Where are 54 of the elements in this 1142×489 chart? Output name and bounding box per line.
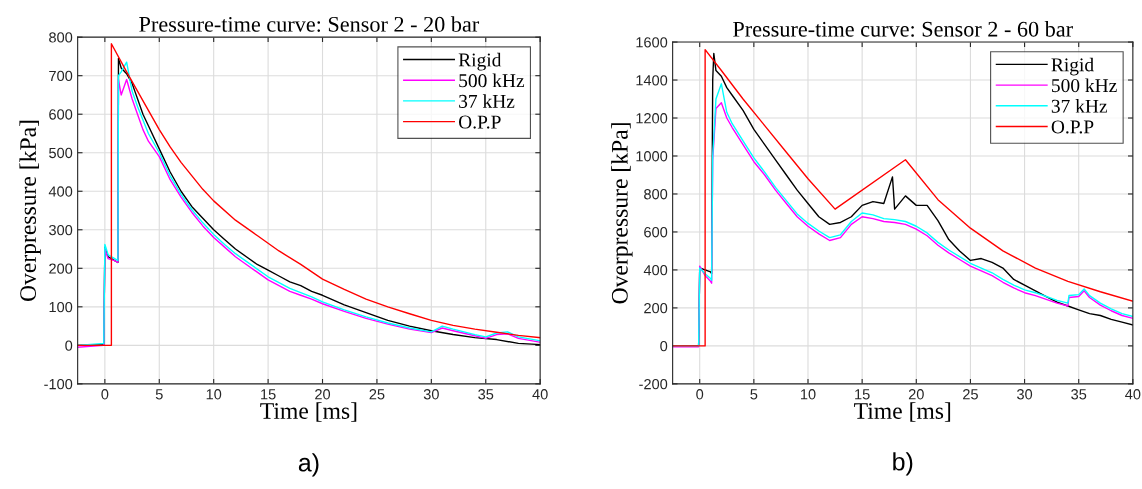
- y-tick-label: 600: [644, 227, 668, 238]
- legend-label: O.P.P: [1051, 120, 1094, 134]
- legend-label: 500 kHz: [459, 73, 525, 88]
- y-tick-label: 800: [644, 189, 668, 200]
- x-tick-label: 20: [315, 389, 331, 400]
- y-tick-label: 0: [65, 340, 73, 351]
- y-tick-label: 300: [49, 224, 73, 236]
- chart-title: Pressure-time curve: Sensor 2 - 60 bar: [733, 21, 1073, 37]
- text: b): [893, 452, 913, 476]
- y-tick-label: 1000: [636, 151, 668, 162]
- x-tick-label: 15: [261, 389, 276, 400]
- y-tick-label: 0: [660, 340, 668, 352]
- x-tick-label: 35: [1071, 389, 1087, 400]
- y-tick-label: 700: [49, 70, 73, 82]
- x-tick-label: 10: [206, 389, 222, 400]
- y-tick-label: 400: [48, 186, 73, 197]
- y-tick-label: 200: [49, 263, 73, 274]
- x-tick-label: 25: [369, 389, 385, 400]
- y-axis-title: Overpressure [kPa]: [611, 123, 633, 304]
- y-tick-label: 1400: [636, 75, 668, 86]
- y-tick-label: 200: [644, 303, 668, 314]
- x-tick-label: 40: [1125, 389, 1141, 400]
- x-axis-title: Time [ms]: [260, 402, 357, 422]
- y-tick-label: 1200: [636, 113, 668, 124]
- x-tick-label: 30: [423, 389, 439, 400]
- legend-label: 37 kHz: [1051, 99, 1108, 113]
- y-axis-title: Overpressure [kPa]: [19, 120, 41, 301]
- y-tick-label: 100: [49, 301, 73, 313]
- x-tick-label: 30: [1017, 389, 1033, 400]
- y-tick-label: 1600: [636, 37, 668, 48]
- y-tick-label: 400: [643, 265, 668, 276]
- legend-label: Rigid: [458, 52, 502, 71]
- y-tick-label: -200: [639, 378, 668, 390]
- y-tick-label: 500: [49, 147, 73, 159]
- legend-label: 500 kHz: [1052, 78, 1117, 93]
- legend-label: 37 kHz: [459, 94, 515, 108]
- x-tick-label: 15: [855, 389, 870, 400]
- x-tick-label: 25: [963, 389, 978, 400]
- x-tick-label: 0: [696, 389, 704, 400]
- chart-title: Pressure-time curve: Sensor 2 - 20 bar: [139, 16, 480, 32]
- x-tick-label: 5: [750, 389, 758, 400]
- x-tick-label: 35: [478, 389, 494, 400]
- x-tick-label: 10: [801, 389, 816, 400]
- legend-label: Rigid: [1051, 57, 1094, 76]
- y-tick-label: 800: [49, 32, 73, 43]
- legend-label: O.P.P: [458, 115, 501, 129]
- y-tick-label: 600: [49, 109, 73, 120]
- x-tick-label: 5: [155, 389, 163, 400]
- x-tick-label: 20: [908, 389, 924, 400]
- y-tick-label: -100: [44, 378, 73, 390]
- text: a): [298, 453, 319, 477]
- x-axis-title: Time [ms]: [854, 402, 951, 422]
- x-tick-label: 40: [532, 389, 548, 400]
- x-tick-label: 0: [101, 389, 109, 400]
